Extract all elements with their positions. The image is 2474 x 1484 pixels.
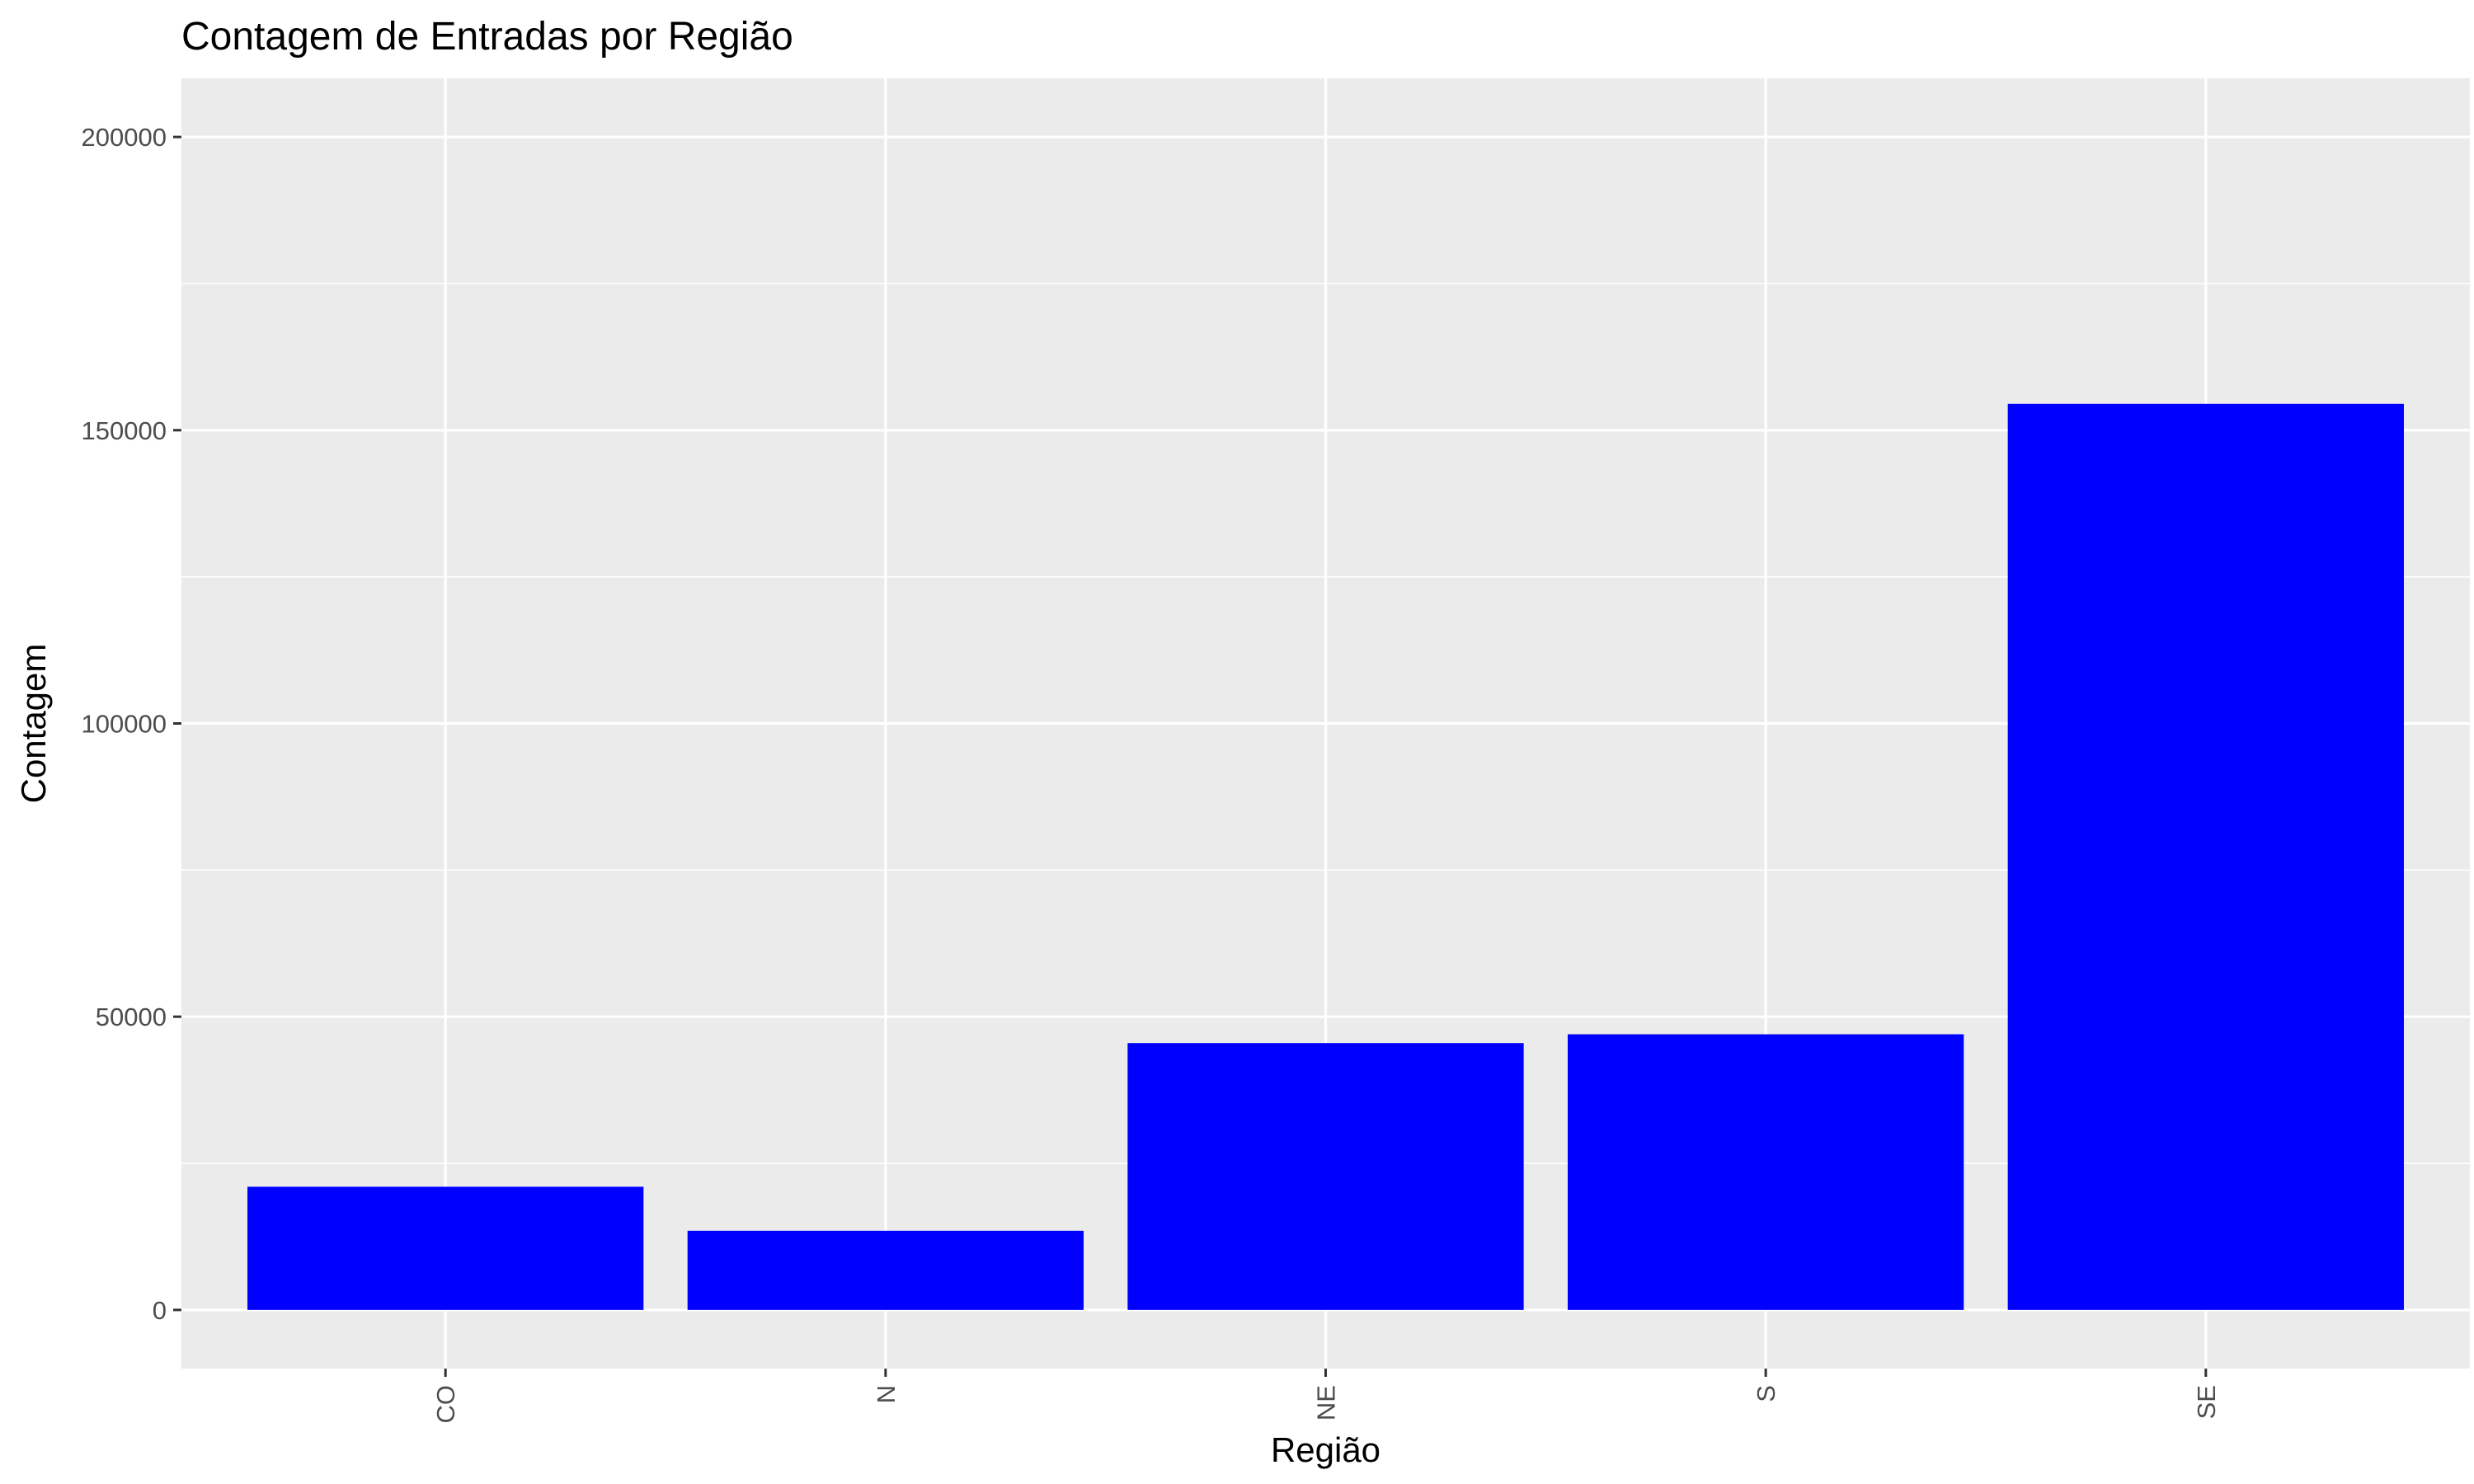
y-tick-label: 150000 [82, 416, 167, 445]
bar-co [247, 1186, 644, 1310]
bars [247, 403, 2404, 1310]
chart-title: Contagem de Entradas por Região [181, 15, 793, 59]
x-axis-label: Região [1271, 1430, 1380, 1469]
x-tick-label: N [872, 1385, 901, 1403]
y-axis: 0 50000 100000 150000 200000 [82, 123, 181, 1325]
x-tick-label: SE [2192, 1385, 2221, 1419]
x-tick-label: NE [1312, 1385, 1341, 1421]
bar-n [687, 1230, 1084, 1310]
y-tick-label: 100000 [82, 710, 167, 739]
y-tick-label: 0 [153, 1296, 167, 1325]
bar-ne [1127, 1043, 1524, 1310]
bar-se [2007, 403, 2404, 1310]
y-tick-label: 50000 [96, 1003, 167, 1031]
x-tick-label: S [1752, 1385, 1780, 1402]
y-axis-label: Contagem [14, 644, 53, 804]
bar-s [1568, 1034, 1964, 1310]
x-axis: CO N NE S SE [431, 1369, 2221, 1424]
y-tick-label: 200000 [82, 123, 167, 152]
x-tick-label: CO [431, 1385, 460, 1424]
